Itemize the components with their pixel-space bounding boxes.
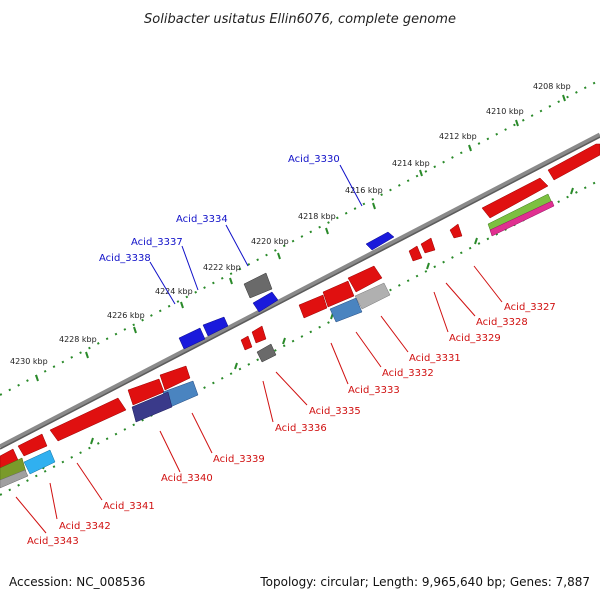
gene-label[interactable]: Acid_3327 <box>504 302 556 313</box>
upper-major-ticks <box>35 94 566 382</box>
gene-arrow[interactable] <box>252 291 279 313</box>
gene-label[interactable]: Acid_3340 <box>161 473 213 484</box>
gene-label[interactable]: Acid_3342 <box>59 521 111 532</box>
gene-arrow[interactable] <box>243 272 273 299</box>
gene-arrow[interactable] <box>240 335 253 351</box>
reverse-strand-genes <box>0 143 600 489</box>
gene-block[interactable] <box>131 391 173 423</box>
gene-label[interactable]: Acid_3330 <box>288 154 340 165</box>
bottom-leader-lines <box>15 265 503 534</box>
gene-block[interactable] <box>23 449 56 475</box>
tick-label: 4220 kbp <box>251 237 289 246</box>
forward-strand-genes <box>178 231 395 350</box>
gene-label[interactable]: Acid_3341 <box>103 501 155 512</box>
gene-label[interactable]: Acid_3338 <box>99 253 151 264</box>
gene-arrow[interactable] <box>547 143 600 181</box>
tick-label: 4210 kbp <box>486 107 524 116</box>
gene-arrow[interactable] <box>178 327 206 350</box>
gene-arrow[interactable] <box>17 433 48 457</box>
gene-arrow[interactable] <box>481 177 549 219</box>
gene-label[interactable]: Acid_3337 <box>131 237 183 248</box>
gene-label[interactable]: Acid_3343 <box>27 536 79 547</box>
tick-label: 4226 kbp <box>107 311 145 320</box>
gene-block[interactable] <box>0 469 29 489</box>
top-leader-lines <box>149 164 363 305</box>
top-gene-labels: Acid_3330 Acid_3334 Acid_3337 Acid_3338 <box>99 154 340 264</box>
tick-label: 4224 kbp <box>155 287 193 296</box>
gene-arrow[interactable] <box>408 245 423 262</box>
tick-label: 4214 kbp <box>392 159 430 168</box>
genome-backbone <box>0 132 600 450</box>
tick-label: 4222 kbp <box>203 263 241 272</box>
gene-label[interactable]: Acid_3333 <box>348 385 400 396</box>
tick-label: 4230 kbp <box>10 357 48 366</box>
gene-arrow[interactable] <box>256 343 277 363</box>
gene-arrow[interactable] <box>365 231 395 251</box>
gene-arrow[interactable] <box>251 325 267 344</box>
tick-label: 4218 kbp <box>298 212 336 221</box>
bottom-gene-labels: Acid_3327 Acid_3328 Acid_3329 Acid_3331 … <box>27 302 556 547</box>
gene-label[interactable]: Acid_3336 <box>275 423 327 434</box>
gene-label[interactable]: Acid_3328 <box>476 317 528 328</box>
gene-arrow[interactable] <box>298 294 328 319</box>
gene-label[interactable]: Acid_3329 <box>449 333 501 344</box>
gene-block[interactable] <box>354 282 391 310</box>
gene-block[interactable] <box>329 297 363 323</box>
gene-arrow[interactable] <box>49 397 127 442</box>
upper-scale-line <box>0 79 600 396</box>
gene-arrow[interactable] <box>322 280 355 308</box>
gene-stripe[interactable] <box>489 200 555 237</box>
gene-label[interactable]: Acid_3335 <box>309 406 361 417</box>
kbp-labels: 4208 kbp 4210 kbp 4212 kbp 4214 kbp 4216… <box>10 82 571 366</box>
tick-label: 4216 kbp <box>345 186 383 195</box>
accession-text: Accession: NC_008536 <box>9 575 145 589</box>
gene-label[interactable]: Acid_3331 <box>409 353 461 364</box>
gene-label[interactable]: Acid_3339 <box>213 454 265 465</box>
tick-label: 4212 kbp <box>439 132 477 141</box>
gene-arrow[interactable] <box>159 365 191 391</box>
map-title: Solibacter usitatus Ellin6076, complete … <box>144 12 456 27</box>
gene-arrow[interactable] <box>420 237 436 254</box>
gene-label[interactable]: Acid_3332 <box>382 368 434 379</box>
tick-label: 4228 kbp <box>59 335 97 344</box>
tick-label: 4208 kbp <box>533 82 571 91</box>
gene-arrow[interactable] <box>449 223 463 239</box>
gene-arrow[interactable] <box>347 265 383 293</box>
gene-label[interactable]: Acid_3334 <box>176 214 228 225</box>
genome-summary-text: Topology: circular; Length: 9,965,640 bp… <box>259 575 590 589</box>
gene-arrow[interactable] <box>202 316 229 337</box>
